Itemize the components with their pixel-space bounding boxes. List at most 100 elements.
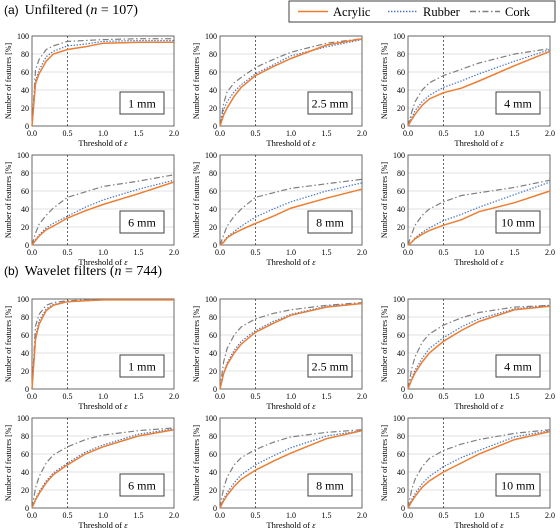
x-axis-label: Threshold of ε [266,257,316,267]
plot-frame [219,35,363,127]
chart-panels: 0 20 40 60 80 100 0.0 0.5 1.0 1.5 2.0 Threshold of … [4,32,555,529]
x-tick-label: 1.5 [510,392,520,401]
x-tick-label: 1.0 [98,248,108,257]
x-tick-label: 0.0 [27,129,37,138]
y-tick-label: 60 [21,68,29,77]
x-tick-label: 0.0 [215,129,225,138]
x-tick-label: 2.0 [357,129,367,138]
x-axis-label: Threshold of ε [78,401,128,411]
plot-frame [407,417,551,509]
x-tick-label: 0.0 [215,248,225,257]
plot-frame [219,154,363,246]
x-tick-label: 0.0 [403,392,413,401]
x-tick-label: 0.5 [439,248,449,257]
y-tick-label: 60 [397,450,405,459]
x-tick-label: 0.5 [439,392,449,401]
panel-label: 2.5 mm [312,97,349,111]
x-tick-label: 1.5 [322,511,332,520]
y-tick-label: 20 [397,223,405,232]
x-tick-label: 2.0 [169,392,179,401]
panel-label-box [495,473,541,497]
panel-label: 8 mm [316,479,344,493]
series-line-acrylic [31,428,175,509]
panel-b-2.5mm: 0 20 40 60 80 100 0.0 0.5 1.0 1.5 2.0 Threshold of … [192,295,367,411]
y-tick-label: 0 [401,385,405,394]
series-line-acrylic [219,188,363,246]
x-tick-label: 0.0 [27,511,37,520]
x-axis-label: Threshold of ε [78,138,128,148]
x-tick-label: 1.5 [134,129,144,138]
y-tick-label: 100 [393,151,405,160]
series-line-acrylic [407,430,551,509]
x-tick-label: 2.0 [545,511,555,520]
panel-b-4mm: 0 20 40 60 80 100 0.0 0.5 1.0 1.5 2.0 Threshold of … [380,295,555,411]
y-axis-label: Number of features [%] [380,162,389,239]
series-line-acrylic [31,41,174,127]
panel-b-1mm: 0 20 40 60 80 100 0.0 0.5 1.0 1.5 2.0 Threshold of … [4,295,179,411]
x-tick-label: 0.0 [403,511,413,520]
y-tick-label: 40 [209,468,217,477]
x-tick-label: 2.0 [169,511,179,520]
y-tick-label: 40 [397,468,405,477]
section-n-text: = 107) [97,3,138,18]
x-tick-label: 2.0 [545,129,555,138]
panel-a-8mm: 0 20 40 60 80 100 0.0 0.5 1.0 1.5 2.0 Threshold of … [192,151,367,267]
series-line-rubber [407,48,551,127]
y-tick-label: 100 [17,414,29,423]
series-line-acrylic [219,302,363,390]
x-axis-label-text: Threshold of [454,401,500,411]
series-line-cork [219,302,363,390]
x-tick-label: 0.0 [403,248,413,257]
series-line-acrylic [219,429,363,509]
x-tick-label: 1.5 [134,248,144,257]
y-tick-label: 0 [25,504,29,513]
x-tick-label: 0.5 [251,392,261,401]
x-axis-label-symbol: ε [312,257,316,267]
x-tick-label: 1.5 [134,392,144,401]
y-axis-label: Number of features [%] [192,162,201,239]
panel-a-2.5mm: 0 20 40 60 80 100 0.0 0.5 1.0 1.5 2.0 Threshold of … [192,32,367,148]
panel-a-4mm: 0 20 40 60 80 100 0.0 0.5 1.0 1.5 2.0 Threshold of … [380,32,555,148]
y-tick-label: 0 [401,504,405,513]
panel-label: 6 mm [128,216,156,230]
y-tick-label: 60 [21,187,29,196]
plot-frame [219,417,363,509]
x-tick-label: 1.0 [474,392,484,401]
y-tick-label: 80 [397,313,405,322]
y-tick-label: 100 [205,295,217,304]
series-line-cork [31,299,174,390]
x-axis-label-symbol: ε [500,520,504,529]
panel-b-8mm: 0 20 40 60 80 100 0.0 0.5 1.0 1.5 2.0 Threshold of … [192,414,367,529]
plot-frame [407,154,551,246]
panel-label-box [495,354,541,378]
x-axis-label: Threshold of ε [266,138,316,148]
y-axis-label: Number of features [%] [192,306,201,383]
y-tick-label: 100 [393,414,405,423]
series-line-cork [407,179,551,246]
x-tick-label: 2.0 [169,129,179,138]
panel-label-box [119,91,165,115]
x-axis-label-text: Threshold of [266,257,312,267]
series-line-rubber [219,182,363,246]
x-tick-label: 1.0 [98,129,108,138]
legend-item-cork: Cork [470,5,531,19]
y-tick-label: 60 [209,450,217,459]
panel-label: 8 mm [316,216,344,230]
x-axis-label-text: Threshold of [78,257,124,267]
x-tick-label: 0.5 [251,511,261,520]
x-axis-label: Threshold of ε [78,520,128,529]
x-axis-label: Threshold of ε [454,520,504,529]
y-tick-label: 40 [397,205,405,214]
x-tick-label: 0.5 [63,248,73,257]
x-axis-label: Threshold of ε [454,401,504,411]
y-tick-label: 60 [21,450,29,459]
x-axis-label-symbol: ε [124,257,128,267]
x-tick-label: 2.0 [545,392,555,401]
y-tick-label: 80 [209,169,217,178]
panel-label-box [119,210,165,234]
x-tick-label: 1.0 [286,511,296,520]
panel-label-box [307,210,353,234]
panel-label-box [119,354,165,378]
series-line-acrylic [31,299,174,390]
